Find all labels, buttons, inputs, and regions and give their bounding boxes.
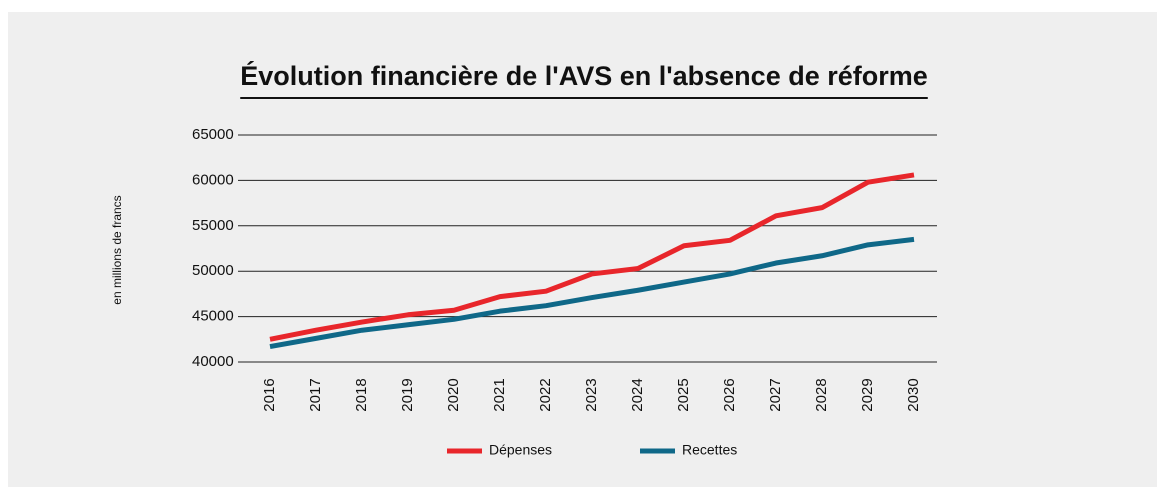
x-tick-label: 2027 bbox=[767, 378, 784, 411]
x-tick-label: 2025 bbox=[675, 378, 692, 411]
y-tick-label: 45000 bbox=[192, 308, 234, 325]
x-tick-label: 2026 bbox=[721, 378, 738, 411]
data-line bbox=[269, 236, 915, 350]
x-tick-label: 2029 bbox=[859, 378, 876, 411]
y-tick-label: 60000 bbox=[192, 171, 234, 188]
x-tick-label: 2016 bbox=[261, 378, 278, 411]
legend-label: Dépenses bbox=[489, 442, 552, 458]
x-tick-label: 2024 bbox=[629, 378, 646, 411]
y-tick-label: 55000 bbox=[192, 217, 234, 234]
x-tick-label: 2023 bbox=[583, 378, 600, 411]
x-tick-label: 2018 bbox=[353, 378, 370, 411]
y-tick-label: 40000 bbox=[192, 353, 234, 370]
x-tick-label: 2022 bbox=[537, 378, 554, 411]
legend-label: Recettes bbox=[682, 442, 737, 458]
x-tick-label: 2030 bbox=[905, 378, 922, 411]
chart-title: Évolution financière de l'AVS en l'absen… bbox=[240, 60, 928, 91]
x-tick-label: 2021 bbox=[491, 378, 508, 411]
y-tick-label: 50000 bbox=[192, 262, 234, 279]
data-line bbox=[269, 172, 915, 342]
panel bbox=[8, 12, 1157, 487]
y-axis-label: en millions de francs bbox=[110, 195, 124, 304]
x-tick-label: 2019 bbox=[399, 378, 416, 411]
x-tick-label: 2020 bbox=[445, 378, 462, 411]
x-tick-label: 2017 bbox=[307, 378, 324, 411]
y-tick-label: 65000 bbox=[192, 126, 234, 143]
x-tick-label: 2028 bbox=[813, 378, 830, 411]
